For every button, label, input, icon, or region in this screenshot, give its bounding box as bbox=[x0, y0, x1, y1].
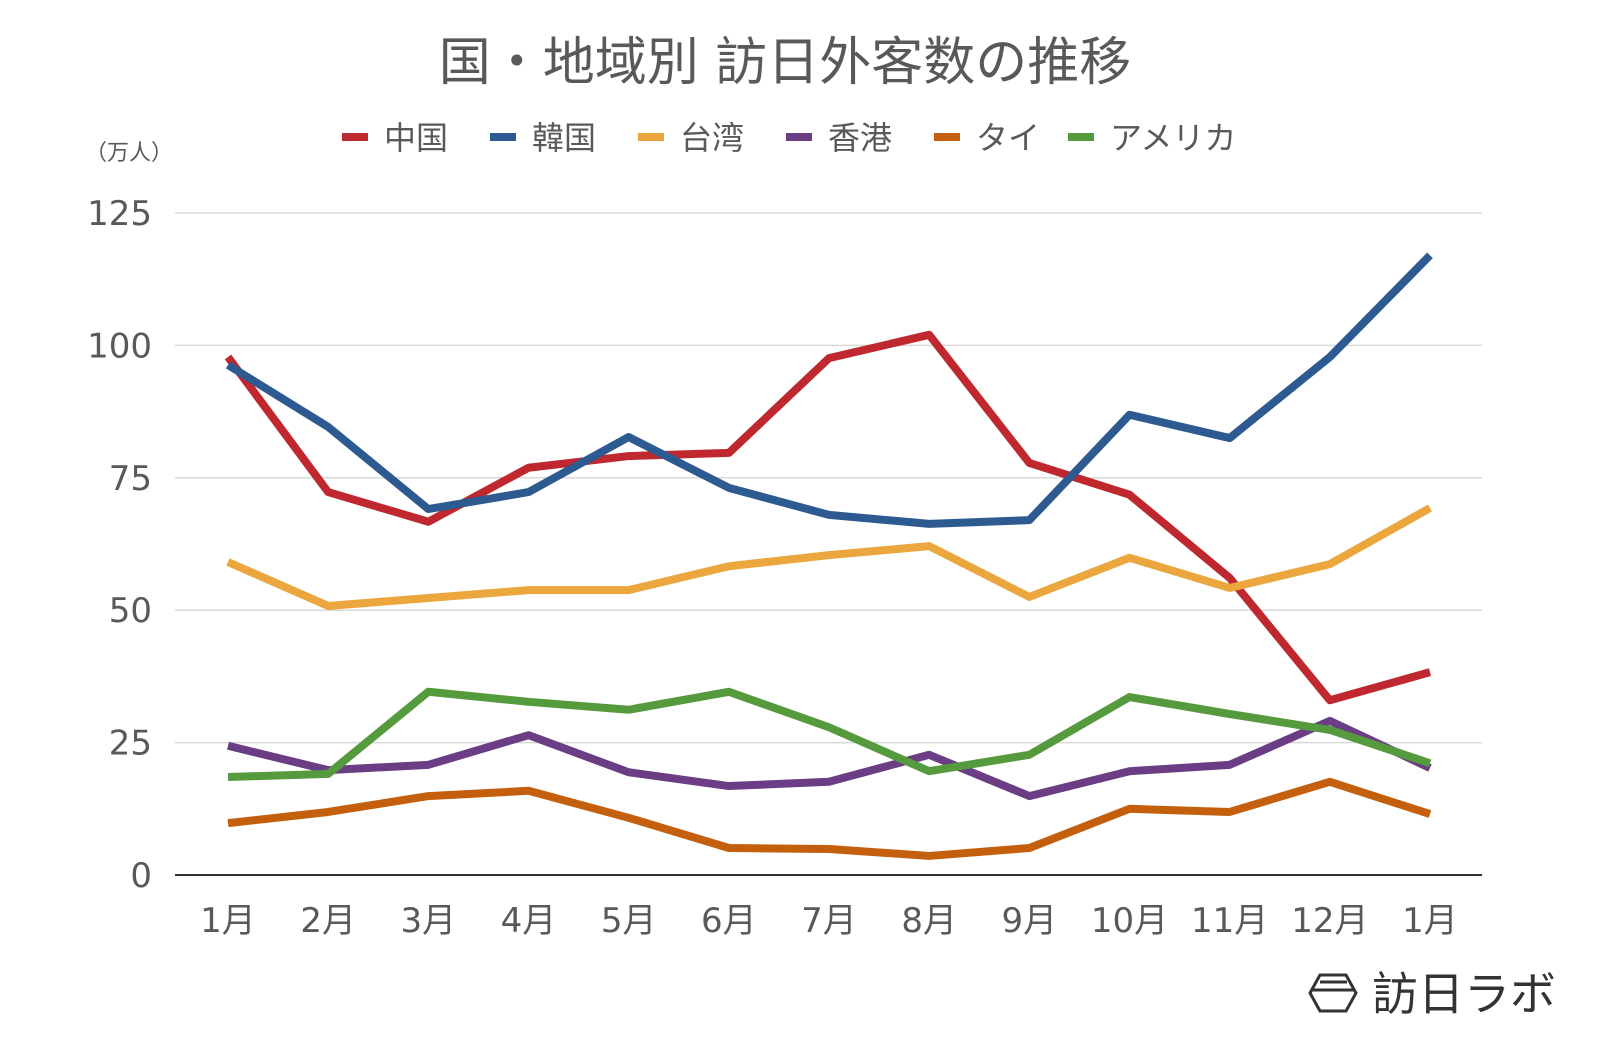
series-line-2 bbox=[226, 504, 1432, 610]
x-tick-label: 1月 bbox=[1402, 901, 1458, 941]
legend-item: タイ bbox=[934, 119, 1040, 157]
y-tick-label: 0 bbox=[130, 856, 152, 896]
x-tick-label: 12月 bbox=[1291, 901, 1368, 941]
legend-item: 香港 bbox=[786, 119, 892, 157]
series-line-3 bbox=[227, 716, 1432, 801]
y-tick-label: 75 bbox=[109, 459, 152, 499]
legend-label: 中国 bbox=[384, 119, 448, 157]
series-line-5 bbox=[227, 687, 1432, 782]
y-tick-label: 125 bbox=[87, 194, 152, 234]
legend-item: 中国 bbox=[342, 119, 448, 157]
legend-label: 香港 bbox=[828, 119, 892, 157]
legend-item: 台湾 bbox=[638, 119, 744, 157]
watermark-logo: 訪日ラボ bbox=[1308, 967, 1556, 1021]
logo-mark-icon bbox=[1308, 973, 1358, 1013]
legend-label: 韓国 bbox=[532, 119, 596, 157]
legend-swatch bbox=[786, 133, 812, 141]
legend-item: アメリカ bbox=[1068, 119, 1236, 157]
series-line-1 bbox=[225, 252, 1433, 528]
watermark-text: 訪日ラボ bbox=[1372, 967, 1556, 1021]
x-tick-label: 10月 bbox=[1091, 901, 1168, 941]
y-tick-label: 50 bbox=[109, 591, 152, 631]
legend-swatch bbox=[638, 133, 664, 141]
x-tick-label: 8月 bbox=[901, 901, 957, 941]
legend-item: 韓国 bbox=[490, 119, 596, 157]
y-axis-ticks: 0 25 50 75 100 125 bbox=[87, 194, 152, 896]
x-tick-label: 9月 bbox=[1002, 901, 1058, 941]
x-tick-label: 1月 bbox=[200, 901, 256, 941]
x-tick-label: 6月 bbox=[701, 901, 757, 941]
series-line-4 bbox=[227, 777, 1432, 860]
legend-swatch bbox=[934, 133, 960, 141]
x-tick-label: 5月 bbox=[601, 901, 657, 941]
chart-title: 国・地域別 訪日外客数の推移 bbox=[439, 33, 1132, 93]
x-tick-label: 11月 bbox=[1191, 901, 1268, 941]
series-lines bbox=[224, 252, 1433, 860]
y-tick-label: 25 bbox=[109, 724, 152, 764]
x-tick-label: 3月 bbox=[401, 901, 457, 941]
y-tick-label: 100 bbox=[87, 326, 152, 366]
legend-label: タイ bbox=[976, 119, 1040, 157]
x-tick-label: 4月 bbox=[501, 901, 557, 941]
x-tick-label: 7月 bbox=[801, 901, 857, 941]
x-axis-ticks: 1月 2月 3月 4月 5月 6月 7月 8月 9月 10月 11月 12月 1月 bbox=[200, 901, 1458, 941]
series-line-0 bbox=[224, 330, 1432, 705]
legend-swatch bbox=[1068, 133, 1094, 141]
legend-label: 台湾 bbox=[680, 119, 744, 157]
legend-label: アメリカ bbox=[1110, 119, 1236, 157]
legend: 中国 韓国 台湾 香港 タイ アメリカ bbox=[342, 119, 1236, 157]
legend-swatch bbox=[490, 133, 516, 141]
legend-swatch bbox=[342, 133, 368, 141]
y-axis-unit-label: （万人） bbox=[85, 141, 173, 166]
x-tick-label: 2月 bbox=[300, 901, 356, 941]
gridlines bbox=[175, 212, 1482, 876]
